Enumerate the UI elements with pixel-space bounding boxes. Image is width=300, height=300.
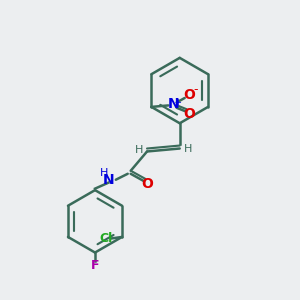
Text: O: O — [183, 88, 195, 102]
Text: N: N — [103, 173, 115, 187]
Text: +: + — [174, 98, 181, 107]
Text: H: H — [100, 168, 108, 178]
Text: O: O — [183, 107, 195, 121]
Text: O: O — [141, 177, 153, 191]
Text: Cl: Cl — [99, 232, 112, 245]
Text: -: - — [194, 83, 198, 96]
Text: H: H — [134, 145, 143, 155]
Text: F: F — [91, 260, 99, 272]
Text: H: H — [184, 143, 192, 154]
Text: N: N — [168, 97, 179, 111]
